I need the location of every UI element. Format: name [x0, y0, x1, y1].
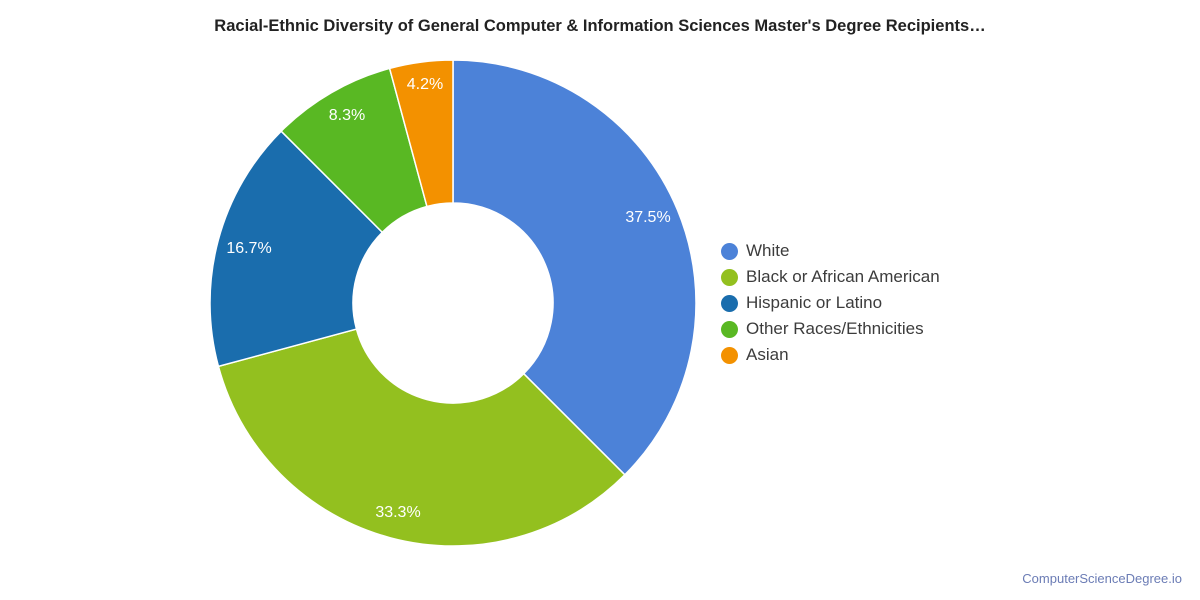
svg-text:33.3%: 33.3% — [375, 504, 420, 521]
svg-text:8.3%: 8.3% — [329, 107, 365, 124]
svg-text:37.5%: 37.5% — [625, 209, 670, 226]
svg-text:16.7%: 16.7% — [226, 240, 271, 257]
svg-text:4.2%: 4.2% — [407, 76, 443, 93]
